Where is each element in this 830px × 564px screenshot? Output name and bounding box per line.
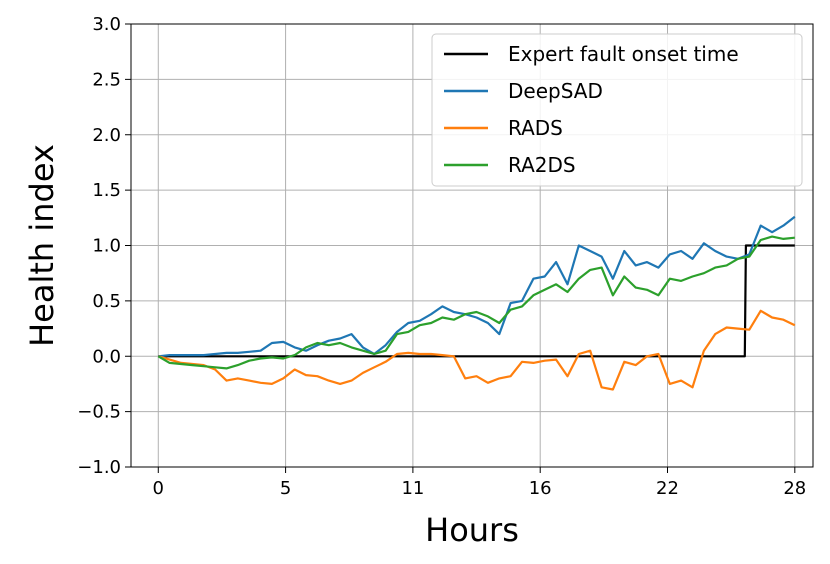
y-tick-label: −1.0 (77, 457, 121, 478)
y-tick-label: 2.5 (92, 69, 121, 90)
legend: Expert fault onset time DeepSAD RADS RA2DS (431, 33, 803, 187)
y-tick-label: 3.0 (92, 14, 121, 35)
legend-box (431, 33, 803, 187)
x-axis: 0 5 11 16 22 28 (153, 467, 806, 499)
series-line-ra2ds (157, 235, 795, 370)
y-tick-label: −0.5 (77, 402, 121, 423)
legend-label: RA2DS (508, 153, 576, 177)
y-tick-label: 1.5 (92, 180, 121, 201)
series-line-rads (157, 309, 796, 391)
x-tick-label: 22 (656, 478, 679, 499)
y-tick-label: 2.0 (92, 125, 121, 146)
legend-label: Expert fault onset time (508, 42, 739, 66)
series-line-deepsad (158, 215, 796, 358)
x-tick-label: 11 (401, 478, 424, 499)
x-tick-label: 5 (280, 478, 291, 499)
x-tick-label: 28 (783, 478, 806, 499)
y-tick-label: 0.0 (92, 346, 121, 367)
legend-label: DeepSAD (508, 79, 603, 103)
legend-label: RADS (508, 116, 563, 140)
y-tick-label: 1.0 (92, 236, 121, 257)
x-tick-label: 0 (153, 478, 164, 499)
y-tick-label: 0.5 (92, 291, 121, 312)
plot-area (157, 215, 796, 391)
y-axis-title: Health index (23, 144, 61, 347)
x-tick-label: 16 (529, 478, 552, 499)
y-axis: −1.0 −0.5 0.0 0.5 1.0 1.5 2.0 2.5 3.0 (77, 14, 131, 478)
x-axis-title: Hours (425, 511, 519, 549)
